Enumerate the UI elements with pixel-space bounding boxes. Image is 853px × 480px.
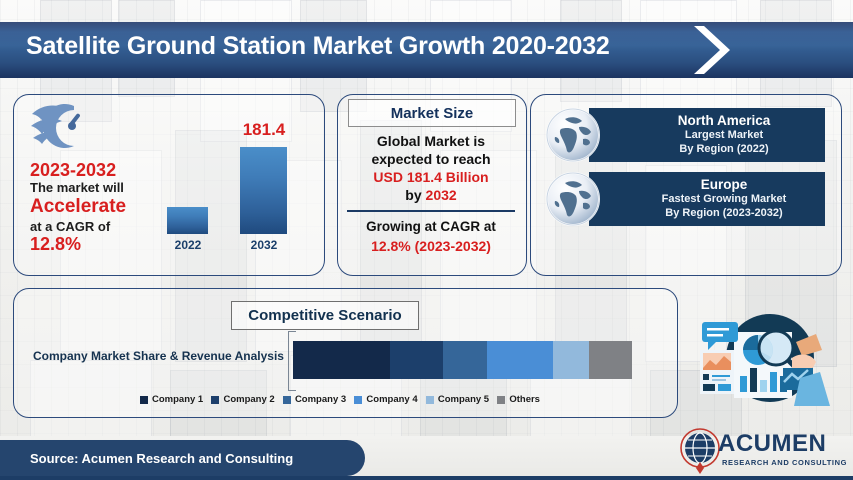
- market-size-value: USD 181.4 Billion: [373, 169, 489, 185]
- cagr-market-will: The market will: [30, 180, 124, 195]
- page-title: Satellite Ground Station Market Growth 2…: [26, 32, 610, 60]
- legend-item: Company 3: [282, 394, 347, 405]
- acumen-eagle-speedometer-icon: [31, 104, 80, 148]
- bar-value-2032: 181.4: [242, 120, 286, 139]
- market-size-line1: Global Market is: [376, 133, 486, 149]
- market-share-segment: [588, 341, 632, 379]
- bar-2022: [167, 207, 208, 234]
- header-banner: [0, 22, 853, 78]
- region-bar: Europe Fastest Growing Market By Region …: [589, 172, 825, 226]
- market-share-stacked-bar: [293, 341, 632, 379]
- source-text: Source: Acumen Research and Consulting: [30, 450, 294, 466]
- region-name: North America: [677, 113, 771, 129]
- cagr-period: 2023-2032: [30, 160, 117, 180]
- region-subtitle-2: By Region (2023-2032): [665, 206, 783, 219]
- competitive-title: Competitive Scenario: [248, 307, 402, 324]
- market-share-segment: [389, 341, 443, 379]
- globe-icon: [546, 172, 600, 226]
- competitive-title-box: Competitive Scenario: [231, 301, 419, 330]
- bar-label-2022: 2022: [174, 238, 202, 252]
- market-size-cagr-label: Growing at CAGR at: [366, 219, 496, 234]
- source-pill: Source: Acumen Research and Consulting: [0, 440, 365, 476]
- region-subtitle: Fastest Growing Market: [661, 193, 787, 205]
- legend-swatch: [354, 395, 363, 404]
- region-row-north-america: North America Largest Market By Region (…: [545, 108, 825, 162]
- legend-label: Company 2: [223, 394, 275, 405]
- legend-swatch: [425, 395, 434, 404]
- legend-label: Company 4: [366, 394, 418, 405]
- market-size-cagr-value: 12.8% (2023-2032): [371, 238, 491, 254]
- legend-item: Company 5: [425, 394, 490, 405]
- cagr-accelerate: Accelerate: [30, 196, 127, 217]
- legend-label: Company 1: [152, 394, 204, 405]
- market-share-segment: [442, 341, 487, 379]
- legend-swatch: [497, 395, 506, 404]
- data-analysis-illustration: [700, 314, 830, 406]
- region-subtitle: Largest Market: [684, 129, 764, 141]
- market-size-title-box: Market Size: [348, 99, 516, 127]
- cagr-value: 12.8%: [30, 234, 82, 254]
- region-bar: North America Largest Market By Region (…: [589, 108, 825, 162]
- market-share-segment: [293, 341, 390, 379]
- market-size-title: Market Size: [390, 104, 474, 122]
- market-size-year: 2032: [425, 187, 457, 203]
- legend-swatch: [140, 395, 148, 404]
- market-share-legend: Company 1 Company 2 Company 3 Company 4 Comp…: [140, 394, 540, 405]
- legend-swatch: [282, 395, 291, 404]
- legend-item: Company 4: [354, 394, 418, 405]
- legend-item: Company 1: [140, 394, 203, 405]
- region-subtitle-2: By Region (2022): [679, 142, 769, 155]
- globe-icon: [546, 108, 600, 162]
- region-row-europe: Europe Fastest Growing Market By Region …: [545, 172, 825, 226]
- bar-2032: [240, 147, 287, 234]
- brand-name: ACUMEN: [718, 430, 827, 457]
- legend-label: Others: [509, 394, 540, 405]
- legend-label: Company 5: [437, 394, 490, 405]
- acumen-globe-logo-icon: [680, 428, 720, 474]
- axis-bracket: [288, 331, 296, 391]
- footer-rule: [0, 476, 853, 480]
- legend-item: Company 2: [211, 394, 275, 405]
- market-size-line2: expected to reach: [371, 151, 491, 167]
- competitive-bar-label: Company Market Share & Revenue Analysis: [33, 349, 284, 363]
- legend-label: Company 3: [294, 394, 347, 405]
- market-share-segment: [486, 341, 553, 379]
- legend-swatch: [211, 395, 220, 404]
- brand-subtitle: RESEARCH AND CONSULTING: [722, 458, 848, 467]
- legend-item: Others: [497, 394, 540, 405]
- region-name: Europe: [700, 177, 748, 193]
- market-size-year-line: by 2032: [337, 187, 525, 203]
- cagr-at-a-cagr-of: at a CAGR of: [30, 219, 111, 234]
- bar-label-2032: 2032: [250, 238, 278, 252]
- market-size-divider: [347, 210, 515, 212]
- market-size-by-prefix: by: [405, 187, 426, 203]
- chevron-right-icon: [694, 26, 730, 74]
- market-share-segment: [552, 341, 589, 379]
